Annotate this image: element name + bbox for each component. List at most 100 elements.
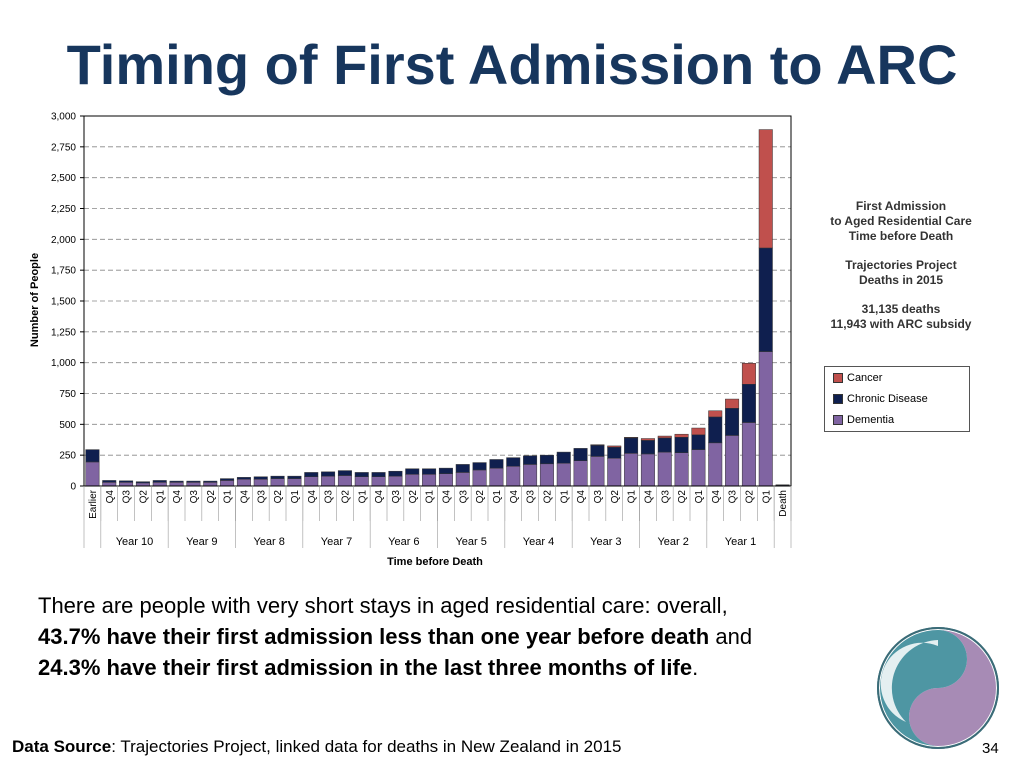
- bar-segment-dementia: [556, 462, 571, 487]
- x-tick-label: Q3: [189, 490, 200, 504]
- y-axis-title: Number of People: [29, 253, 41, 347]
- bar-segment-dementia: [169, 482, 184, 487]
- bar-segment-cancer: [691, 427, 706, 436]
- bar-segment-dementia: [186, 482, 201, 487]
- bar-segment-dementia: [304, 476, 319, 487]
- bar-segment-dementia: [321, 475, 336, 487]
- group-label: Year 1: [725, 536, 756, 548]
- bar-segment-dementia: [102, 482, 117, 487]
- bar-segment-cancer: [590, 444, 605, 446]
- legend-item-dementia: Dementia: [833, 414, 894, 426]
- bar-segment-chronic-disease: [455, 464, 470, 473]
- gridlines: [84, 115, 791, 456]
- bar-segment-chronic-disease: [102, 480, 117, 483]
- y-tick-label: 2,000: [51, 235, 76, 246]
- bar-segment-chronic-disease: [152, 480, 167, 483]
- tick-labels: 0 250 500 750 1,000 1,250 1,500 1,750 2,000 2,250…: [51, 112, 789, 549]
- group-label: Year 7: [321, 536, 352, 548]
- bar-segment-chronic-disease: [220, 478, 235, 481]
- x-tick-label: Q2: [408, 490, 419, 504]
- bar-segment-dementia: [152, 482, 167, 487]
- bar-segment-chronic-disease: [287, 475, 302, 479]
- y-tick-label: 0: [70, 482, 76, 493]
- bar-segment-chronic-disease: [371, 472, 386, 477]
- info-panel-line: First Admission: [856, 199, 946, 213]
- bar-segment-chronic-disease: [741, 384, 756, 423]
- bar-segment-dementia: [725, 435, 740, 487]
- x-tick-label: Q1: [559, 490, 570, 504]
- bar-segment-chronic-disease: [321, 471, 336, 477]
- bar-segment-dementia: [758, 351, 773, 487]
- info-panel-line: to Aged Residential Care: [830, 214, 972, 228]
- bar-segment-chronic-disease: [85, 449, 100, 463]
- bar-segment-dementia: [506, 466, 521, 487]
- bar-segment-chronic-disease: [775, 484, 790, 486]
- summary-line-3: 24.3% have their first admission in the …: [38, 652, 878, 683]
- bar-segment-dementia: [203, 482, 218, 487]
- x-tick-label: Q1: [357, 490, 368, 504]
- x-tick-label: Q4: [576, 490, 587, 504]
- x-tick-label: Q4: [105, 490, 116, 504]
- x-tick-label: Q1: [694, 490, 705, 504]
- x-tick-label: Q2: [138, 490, 149, 504]
- bar-segment-chronic-disease: [758, 247, 773, 352]
- bar-segment-dementia: [354, 476, 369, 487]
- bar-segment-cancer: [674, 433, 689, 438]
- x-tick-label: Q3: [593, 490, 604, 504]
- bar-segment-chronic-disease: [489, 459, 504, 469]
- bar-segment-dementia: [438, 473, 453, 487]
- bar-segment-dementia: [674, 452, 689, 487]
- bar-segment-dementia: [270, 478, 285, 487]
- y-tick-label: 1,750: [51, 266, 76, 277]
- x-tick-label: Q4: [172, 490, 183, 504]
- group-label: Year 5: [455, 536, 486, 548]
- bar-segment-dementia: [405, 474, 420, 487]
- bar-segment-chronic-disease: [253, 476, 268, 480]
- bar-segment-cancer: [725, 398, 740, 409]
- legend-label: Cancer: [847, 372, 883, 384]
- bar-segment-dementia: [590, 456, 605, 487]
- legend-label: Chronic Disease: [847, 393, 928, 405]
- summary-bold-2: 24.3% have their first admission in the …: [38, 655, 693, 680]
- legend-item-cancer: Cancer: [833, 372, 882, 384]
- bar-segment-cancer: [607, 445, 622, 448]
- group-label: Year 4: [523, 536, 554, 548]
- x-tick-label: Earlier: [88, 489, 99, 519]
- bar-segment-chronic-disease: [506, 457, 521, 467]
- bar-segment-chronic-disease: [422, 468, 437, 475]
- x-tick-label: Q1: [761, 490, 772, 504]
- summary-line-2: 43.7% have their first admission less th…: [38, 621, 878, 652]
- x-tick-label: Q3: [526, 490, 537, 504]
- y-tick-label: 2,750: [51, 142, 76, 153]
- x-tick-label: Q1: [290, 490, 301, 504]
- x-tick-label: Q3: [458, 490, 469, 504]
- bar-segment-chronic-disease: [691, 434, 706, 450]
- legend: Cancer Chronic Disease Dementia: [824, 366, 970, 432]
- x-tick-label: Q3: [324, 490, 335, 504]
- page-number: 34: [982, 740, 999, 757]
- summary-bold-1: 43.7% have their first admission less th…: [38, 624, 710, 649]
- info-panel-line: Trajectories Project: [845, 258, 956, 272]
- y-tick-label: 1,000: [51, 358, 76, 369]
- y-tick-label: 2,500: [51, 173, 76, 184]
- bar-segment-dementia: [236, 478, 251, 487]
- y-tick-label: 1,250: [51, 327, 76, 338]
- bar-segment-chronic-disease: [657, 437, 672, 453]
- bar-segment-chronic-disease: [590, 445, 605, 457]
- legend-label: Dementia: [847, 414, 895, 426]
- bar-segment-dementia: [657, 451, 672, 487]
- group-label: Year 3: [590, 536, 621, 548]
- bar-segment-dementia: [489, 467, 504, 487]
- bar-segment-dementia: [455, 472, 470, 487]
- y-tick-label: 750: [59, 389, 76, 400]
- bar-segment-chronic-disease: [236, 477, 251, 480]
- group-label: Year 8: [253, 536, 284, 548]
- bar-segment-cancer: [657, 435, 672, 439]
- x-tick-label: Q4: [711, 490, 722, 504]
- group-label: Year 6: [388, 536, 419, 548]
- bar-segment-dementia: [337, 475, 352, 487]
- bar-segment-dementia: [253, 478, 268, 487]
- bar-segment-chronic-disease: [119, 480, 134, 483]
- bar-segment-dementia: [388, 475, 403, 487]
